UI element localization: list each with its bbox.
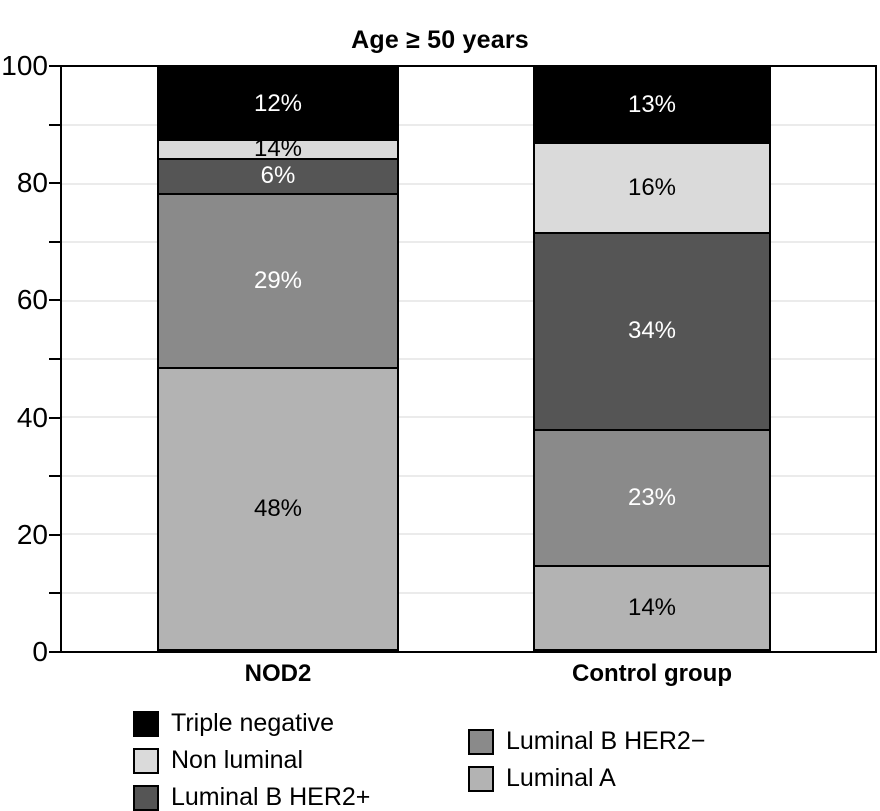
bar-segment-triple-negative: 12% xyxy=(159,69,397,141)
legend-swatch-non-luminal xyxy=(133,747,159,774)
gridline xyxy=(62,358,875,360)
category-label-control-group: Control group xyxy=(572,660,732,687)
bar-value-label: 29% xyxy=(253,267,303,295)
legend-item-luminal-b-her2: Luminal B HER2+ xyxy=(133,779,370,811)
bar-control-group: 13% 16% 34% 23% 14% xyxy=(533,67,771,651)
bar-segment-non-luminal: 16% xyxy=(535,143,769,234)
legend-label: Triple negative xyxy=(171,709,335,737)
y-axis-label: 80 xyxy=(16,167,48,199)
y-axis-tick xyxy=(49,592,60,595)
legend-swatch-triple-negative xyxy=(133,710,159,737)
plot-area: 12% 14% 6% 29% 48% 13% 16% 34% 23% 14% xyxy=(60,65,877,653)
bar-value-label: 6% xyxy=(260,162,296,190)
y-axis-tick xyxy=(49,358,60,360)
y-axis-label: 60 xyxy=(16,284,48,316)
legend-item-luminal-a: Luminal A xyxy=(468,760,705,797)
gridline xyxy=(62,591,875,594)
y-axis-tick xyxy=(49,416,60,419)
y-axis-tick xyxy=(49,182,60,185)
legend-item-triple-negative: Triple negative xyxy=(133,705,370,742)
y-axis-tick xyxy=(49,240,60,243)
gridline xyxy=(62,182,875,185)
legend-label: Luminal A xyxy=(506,764,616,792)
y-axis-label: 40 xyxy=(16,401,48,433)
y-axis-tick xyxy=(49,123,60,126)
bar-value-label: 13% xyxy=(627,91,677,119)
y-axis-label: 100 xyxy=(1,50,48,81)
y-axis-tick xyxy=(49,533,60,536)
bar-value-label: 12% xyxy=(253,89,303,117)
y-axis-label: 0 xyxy=(32,636,48,667)
bar-segment-non-luminal: 14% xyxy=(159,137,397,161)
y-axis-tick xyxy=(49,299,60,302)
gridline xyxy=(62,124,875,127)
legend-label: Luminal B HER2+ xyxy=(171,783,371,811)
bar-segment-luminal-b-her2: 34% xyxy=(535,233,769,431)
y-axis-label: 20 xyxy=(16,518,48,550)
y-axis-tick xyxy=(49,651,60,653)
gridline xyxy=(62,299,875,302)
bar-segment-luminal-b-her2: 23% xyxy=(535,430,769,568)
bar-value-label: 14% xyxy=(627,594,677,622)
chart-title: Age ≥ 50 years xyxy=(351,26,529,54)
bar-nod2: 12% 14% 6% 29% 48% xyxy=(157,67,399,651)
y-axis-tick xyxy=(49,475,60,478)
bar-segment-luminal-b-her2: 29% xyxy=(159,194,397,370)
legend-swatch-luminal-b-her2 xyxy=(133,784,159,811)
gridline xyxy=(62,474,875,477)
gridline xyxy=(62,241,875,244)
legend-column: Triple negative Non luminal Luminal B HER2… xyxy=(133,705,370,811)
gridline xyxy=(62,533,875,536)
bar-segment-triple-negative: 13% xyxy=(535,69,769,144)
legend-label: Non luminal xyxy=(171,746,304,774)
legend-swatch-luminal-b-her2 xyxy=(468,728,494,755)
bar-value-label: 23% xyxy=(627,484,677,512)
bar-segment-luminal-a: 14% xyxy=(535,567,769,649)
bar-value-label: 34% xyxy=(627,317,677,345)
category-label-nod2: NOD2 xyxy=(244,660,312,687)
bar-segment-luminal-b-her2: 6% xyxy=(159,160,397,195)
legend-item-non-luminal: Non luminal xyxy=(133,742,370,779)
bar-value-label: 16% xyxy=(627,173,677,201)
legend-swatch-luminal-a xyxy=(468,765,494,792)
legend-column: Luminal B HER2− Luminal A xyxy=(468,723,705,797)
bar-value-label: 48% xyxy=(253,495,303,523)
y-axis-tick xyxy=(49,65,60,67)
bar-segment-luminal-a: 48% xyxy=(159,369,397,649)
legend-item-luminal-b-her2: Luminal B HER2− xyxy=(468,723,705,760)
gridline xyxy=(62,416,875,419)
bar-value-label: 14% xyxy=(253,135,303,163)
legend-label: Luminal B HER2− xyxy=(506,727,706,755)
